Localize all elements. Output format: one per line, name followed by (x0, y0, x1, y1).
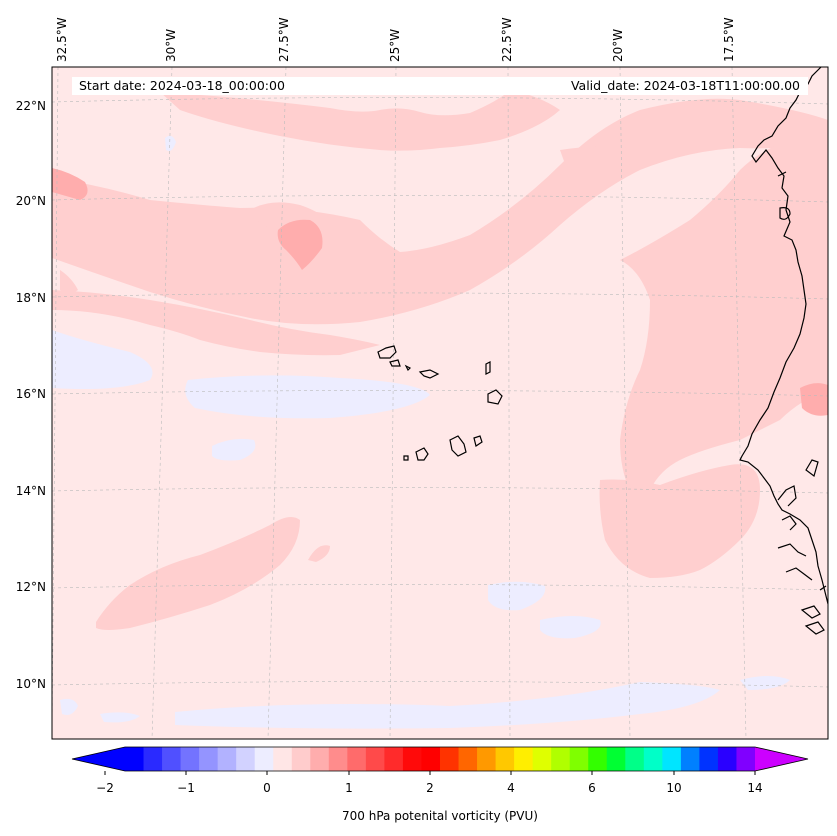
date-info-bar: Start date: 2024-03-18_00:00:00 Valid_da… (72, 77, 808, 95)
colorbar-segment (273, 747, 293, 771)
start-date-label: Start date: 2024-03-18_00:00:00 (79, 78, 285, 93)
colorbar-tick-label: 0 (263, 781, 271, 795)
colorbar-tick-label: 4 (507, 781, 515, 795)
colorbar-segment (569, 747, 589, 771)
colorbar-segment (736, 747, 756, 771)
colorbar-tick-label: 10 (666, 781, 682, 795)
valid-date-label: Valid_date: 2024-03-18T11:00:00.00 (570, 78, 800, 93)
map-frame (51, 66, 829, 740)
colorbar-tick-label: 1 (345, 781, 353, 795)
colorbar-segment (217, 747, 237, 771)
longitude-label: 32.5°W (55, 17, 69, 62)
longitude-label: 22.5°W (500, 17, 514, 62)
latitude-label: 10°N (15, 677, 46, 691)
colorbar-segment (514, 747, 534, 771)
graticule (52, 67, 828, 739)
colorbar-segment (328, 747, 348, 771)
colorbar-segment (495, 747, 515, 771)
colorbar-segment (440, 747, 460, 771)
colorbar-segment (421, 747, 441, 771)
colorbar-segment (662, 747, 682, 771)
colorbar-segment (236, 747, 256, 771)
colorbar-under-arrow (72, 747, 125, 771)
colorbar-segment (199, 747, 219, 771)
positive-pv-regions (52, 90, 828, 630)
longitude-label: 25°W (388, 28, 402, 62)
higher-pv-regions (52, 168, 828, 416)
colorbar-segment (162, 747, 182, 771)
colorbar-segment (588, 747, 608, 771)
colorbar-segment (625, 747, 645, 771)
longitude-label: 27.5°W (277, 17, 291, 62)
colorbar-segment (143, 747, 163, 771)
latitude-label: 16°N (15, 387, 46, 401)
colorbar-segment (347, 747, 367, 771)
latitude-label: 22°N (15, 99, 46, 113)
colorbar-segment (606, 747, 626, 771)
coastline (739, 67, 828, 635)
colorbar-segment (402, 747, 422, 771)
colorbar-segment (477, 747, 497, 771)
colorbar-tick-label: 6 (588, 781, 596, 795)
colorbar-over-arrow (755, 747, 808, 771)
colorbar-tick-label: 2 (426, 781, 434, 795)
longitude-label: 20°W (611, 28, 625, 62)
colorbar-segment (532, 747, 552, 771)
colorbar-tick-label: 14 (747, 781, 763, 795)
colorbar-tick-label: −1 (177, 781, 195, 795)
colorbar-segment (310, 747, 330, 771)
longitude-label: 30°W (164, 28, 178, 62)
colorbar-segment (699, 747, 719, 771)
colorbar-segment (551, 747, 571, 771)
colorbar-segment (180, 747, 200, 771)
cape-verde-islands (377, 345, 503, 461)
colorbar (71, 746, 809, 775)
negative-pv-regions (52, 135, 790, 729)
colorbar-segment (643, 747, 663, 771)
colorbar-segment (291, 747, 311, 771)
latitude-label: 12°N (15, 580, 46, 594)
colorbar-tick-label: −2 (96, 781, 114, 795)
colorbar-segment (125, 747, 145, 771)
colorbar-segment (384, 747, 404, 771)
longitude-label: 17.5°W (722, 17, 736, 62)
latitude-label: 18°N (15, 291, 46, 305)
colorbar-segment (254, 747, 274, 771)
latitude-label: 20°N (15, 194, 46, 208)
colorbar-segment (717, 747, 737, 771)
colorbar-segment (458, 747, 478, 771)
colorbar-title: 700 hPa potenital vorticity (PVU) (342, 809, 538, 823)
colorbar-segment (365, 747, 385, 771)
colorbar-segment (680, 747, 700, 771)
colorbar-outline (71, 746, 809, 772)
latitude-label: 14°N (15, 484, 46, 498)
